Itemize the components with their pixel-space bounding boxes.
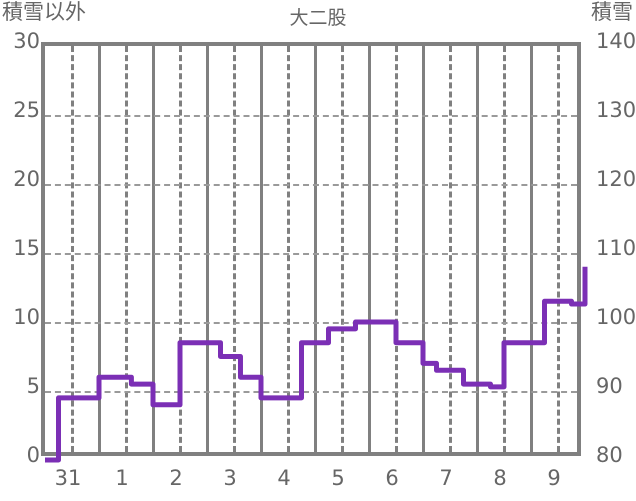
gridline-halfday	[124, 46, 128, 452]
gridline-value	[45, 184, 577, 186]
gridline-halfday	[448, 46, 452, 452]
gridline-day	[259, 46, 263, 452]
left-tick-label: 30	[13, 29, 40, 53]
x-tick-label: 7	[439, 466, 453, 490]
left-tick-label: 10	[13, 305, 40, 329]
gridline-halfday	[502, 46, 506, 452]
left-tick-label: 15	[13, 236, 40, 260]
gridline-halfday	[556, 46, 560, 452]
plot-area	[41, 42, 588, 463]
gridline-value	[45, 115, 577, 117]
x-tick-label: 8	[493, 466, 507, 490]
gridline-day	[313, 46, 317, 452]
right-tick-label: 100	[596, 305, 636, 329]
x-tick-label: 3	[223, 466, 237, 490]
right-axis-title: 積雪	[591, 0, 633, 24]
data-series-line	[45, 266, 588, 463]
x-tick-label: 4	[277, 466, 291, 490]
gridline-value	[45, 322, 577, 324]
gridline-day	[205, 46, 209, 452]
gridline-value	[45, 391, 577, 393]
left-axis-title: 積雪以外	[2, 0, 86, 24]
gridline-day	[97, 46, 101, 452]
gridline-halfday	[70, 46, 74, 452]
gridline-day	[475, 46, 479, 452]
right-tick-label: 120	[596, 167, 636, 191]
x-tick-label: 5	[331, 466, 345, 490]
gridline-halfday	[232, 46, 236, 452]
gridline-halfday	[340, 46, 344, 452]
gridline-day	[421, 46, 425, 452]
x-tick-label: 1	[115, 466, 129, 490]
right-tick-label: 140	[596, 29, 636, 53]
left-tick-label: 25	[13, 98, 40, 122]
x-tick-label: 2	[169, 466, 183, 490]
gridline-value	[45, 253, 577, 255]
right-tick-label: 80	[596, 443, 623, 467]
right-tick-label: 110	[596, 236, 636, 260]
x-tick-label: 9	[547, 466, 561, 490]
gridline-halfday	[394, 46, 398, 452]
chart-title: 大二股	[289, 7, 347, 29]
gridline-day	[367, 46, 371, 452]
gridline-day	[529, 46, 533, 452]
left-tick-label: 20	[13, 167, 40, 191]
x-tick-label: 6	[385, 466, 399, 490]
left-tick-label: 0	[26, 443, 40, 467]
right-tick-label: 130	[596, 98, 636, 122]
right-tick-label: 90	[596, 374, 623, 398]
gridline-halfday	[178, 46, 182, 452]
x-tick-label: 31	[54, 466, 82, 490]
series-polyline	[45, 266, 588, 463]
gridline-halfday	[286, 46, 290, 452]
plot-inner	[45, 46, 588, 463]
gridline-day	[151, 46, 155, 452]
left-tick-label: 5	[26, 374, 40, 398]
